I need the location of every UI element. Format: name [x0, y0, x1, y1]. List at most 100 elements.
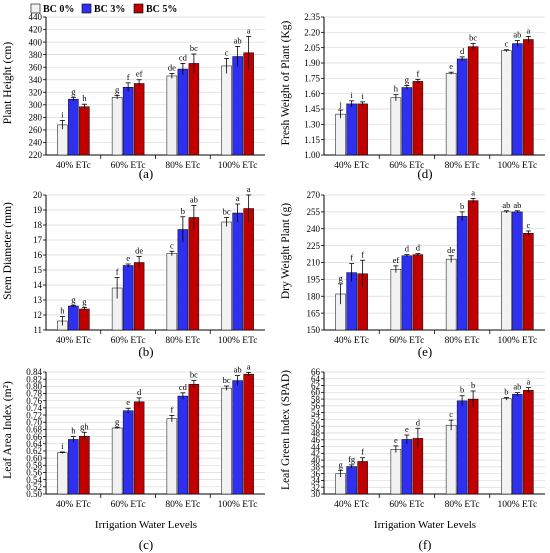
panel-f-significance-letter: b: [471, 380, 475, 390]
panel-e-significance-letter: f: [361, 249, 364, 259]
panel-c-ytick-label: 0.62: [26, 446, 42, 456]
panel-d-ytick-label: 2.05: [304, 43, 320, 53]
panel-a-category-label: 100% ETc: [218, 161, 258, 171]
panel-e-ylabel: Dry Weight Plant (g): [280, 203, 292, 299]
panel-f-ytick-label: 40: [311, 455, 321, 465]
panel-d-bar: [335, 113, 346, 156]
panel-d-significance-letter: e: [449, 61, 453, 71]
panel-c-ytick-label: 0.68: [26, 425, 42, 435]
panel-b-ytick-label: 13: [33, 295, 43, 305]
panel-c-ytick-label: 0.60: [26, 453, 42, 463]
panel-d-bar: [512, 43, 523, 156]
panel-f-significance-letter: b: [460, 385, 464, 395]
panel-b-bar: [188, 217, 200, 331]
panel-c-significance-letter: d: [137, 387, 142, 397]
panel-f-ytick-label: 50: [311, 421, 321, 431]
legend-swatch-bc5: [133, 3, 144, 14]
panel-b-label: (b): [138, 344, 153, 359]
panel-c-category-label: 40% ETc: [56, 500, 91, 510]
panel-f-bar: [445, 424, 457, 495]
panel-f-bar: [401, 439, 413, 495]
panel-c-ytick-label: 0.58: [26, 460, 42, 470]
legend-label-bc0: BC 0%: [43, 4, 74, 15]
panel-a-ytick-label: 380: [29, 50, 43, 60]
panel-a-significance-letter: cd: [179, 52, 188, 62]
panel-e-label: (e): [418, 344, 432, 359]
panel-c-bar: [79, 435, 90, 495]
panel-f-ytick-label: 62: [311, 381, 320, 391]
panel-c: Leaf Area Index (m²) Irrigation Water Le…: [2, 361, 265, 552]
panel-e-ytick-label: 195: [307, 275, 321, 285]
panel-d-category-label: 40% ETc: [334, 161, 369, 171]
panel-a-ytick-label: 400: [29, 37, 43, 47]
panel-f-label: (f): [419, 537, 432, 552]
panel-d-ytick-label: 2.35: [304, 12, 320, 22]
panel-b-category-label: 80% ETc: [165, 336, 200, 346]
panel-f-ytick-label: 30: [311, 489, 321, 499]
panel-d-bar: [357, 103, 368, 156]
panel-b-significance-letter: a: [236, 193, 240, 203]
panel-d-bar: [412, 81, 424, 156]
panel-c-significance-letter: cd: [179, 382, 188, 392]
panel-f-bar: [390, 449, 402, 495]
panel-d-ytick-label: 1.45: [304, 104, 320, 114]
panel-b-bar: [68, 305, 79, 331]
panel-c-significance-letter: bc: [190, 370, 198, 380]
panel-f-bar: [456, 400, 468, 495]
panel-f-significance-letter: e: [394, 435, 398, 445]
panel-e-bar: [412, 254, 424, 331]
panel-e-significance-letter: d: [405, 244, 410, 254]
panel-b-ytick-label: 19: [33, 205, 43, 215]
panel-e-significance-letter: f: [350, 253, 353, 263]
legend-swatch-bc0: [30, 3, 41, 14]
panel-c-bar: [122, 410, 134, 495]
panel-c-ytick-label: 0.74: [26, 403, 42, 413]
panel-f-significance-letter: a: [526, 377, 530, 387]
panel-f-ylabel: Leaf Green Index (SPAD): [280, 370, 292, 490]
panel-f-ytick-label: 44: [311, 442, 321, 452]
panel-e-significance-letter: c: [526, 220, 530, 230]
panel-f-significance-letter: ab: [513, 382, 521, 392]
panel-e-bar: [445, 258, 457, 331]
panel-f-ytick-label: 48: [311, 428, 321, 438]
panel-d-category-label: 100% ETc: [498, 161, 538, 171]
panel-e-significance-letter: d: [416, 243, 421, 253]
panel-f-ytick-label: 46: [311, 435, 321, 445]
panel-d-ytick-label: 1.30: [304, 120, 320, 130]
panel-b-significance-letter: h: [60, 306, 65, 316]
panel-b-category-label: 40% ETc: [56, 336, 91, 346]
panel-a-ylabel: Plant Height (cm): [2, 42, 14, 125]
legend-label-bc3: BC 3%: [94, 4, 125, 15]
panel-e-significance-letter: de: [447, 245, 455, 255]
panel-c-bar: [166, 418, 178, 495]
panel-c-ytick-label: 0.52: [26, 482, 42, 492]
panel-c-bar: [221, 387, 232, 495]
panel-a-significance-letter: de: [168, 62, 176, 72]
panel-f-significance-letter: fg: [348, 454, 356, 464]
panel-f-ytick-label: 34: [311, 476, 321, 486]
panel-b-bar: [177, 229, 189, 331]
panel-c-bar: [177, 395, 189, 495]
panel-d-bar: [501, 50, 512, 156]
panel-c-bar: [57, 452, 68, 495]
panel-a-bar: [79, 106, 90, 156]
panel-d-significance-letter: i: [361, 91, 364, 101]
panel-d-label: (d): [417, 166, 432, 181]
panel-c-significance-letter: a: [247, 361, 251, 371]
panel-a-significance-letter: h: [82, 93, 87, 103]
panel-f-bar: [357, 461, 368, 495]
panel-f-significance-letter: d: [416, 417, 421, 427]
panel-e-category-label: 60% ETc: [389, 336, 424, 346]
panel-a-bar: [57, 124, 68, 156]
panel-b-significance-letter: e: [126, 253, 130, 263]
panel-e-significance-letter: ab: [502, 200, 510, 210]
panel-f-bar: [501, 398, 512, 495]
panel-c-category-label: 100% ETc: [218, 500, 258, 510]
panel-a-significance-letter: ef: [136, 69, 143, 79]
panel-a-bar: [177, 68, 189, 156]
panel-f-ytick-label: 58: [311, 394, 321, 404]
panel-f-ytick-label: 54: [311, 408, 321, 418]
panel-a-bar: [133, 83, 145, 156]
panel-a-bar: [68, 98, 79, 156]
panel-a-significance-letter: a: [247, 25, 251, 35]
